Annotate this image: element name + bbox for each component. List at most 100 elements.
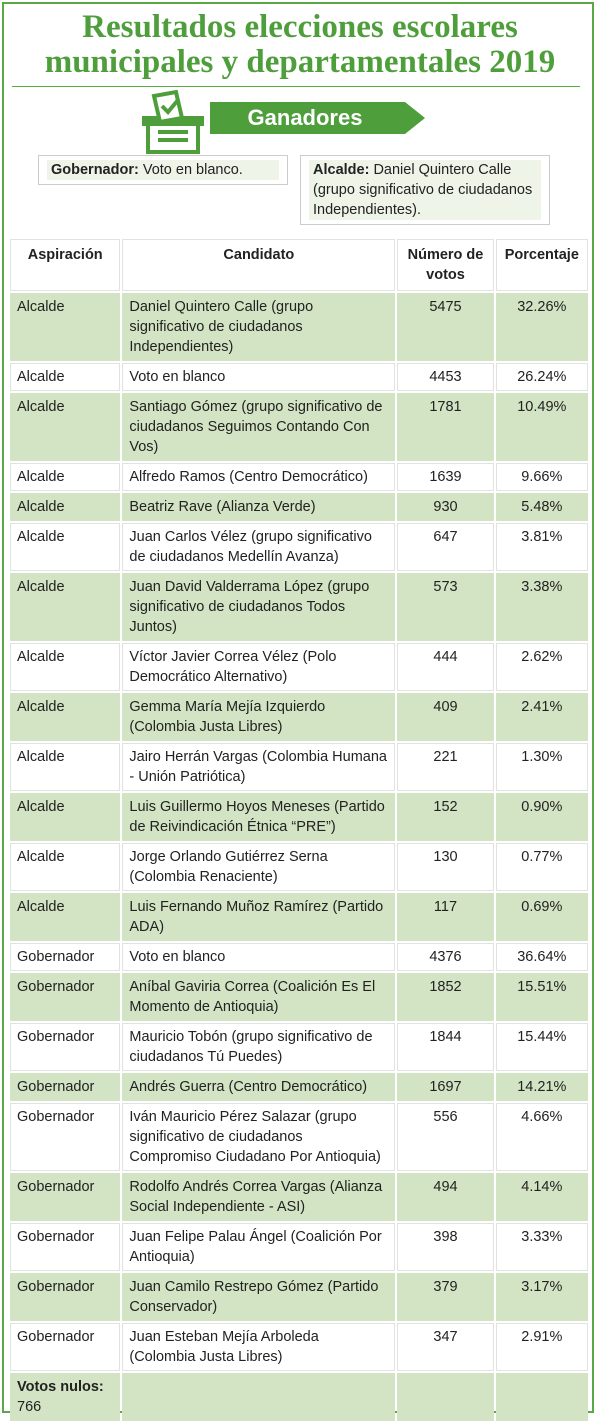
candidate: Juan Carlos Vélez (grupo significativo d… (122, 523, 396, 571)
aspiration: Alcalde (10, 573, 121, 641)
winner-text: Alcalde: Daniel Quintero Calle (grupo si… (309, 160, 541, 220)
aspiration: Gobernador (10, 1073, 121, 1101)
candidate: Juan David Valderrama López (grupo signi… (122, 573, 396, 641)
candidate: Luis Fernando Muñoz Ramírez (Partido ADA… (122, 893, 396, 941)
candidate: Juan Camilo Restrepo Gómez (Partido Cons… (122, 1273, 396, 1321)
percentage: 0.90% (495, 793, 588, 841)
aspiration: Alcalde (10, 643, 121, 691)
aspiration: Alcalde (10, 693, 121, 741)
title-line: municipales y departamentales 2019 (44, 44, 556, 80)
rule (12, 86, 580, 87)
aspiration: Gobernador (10, 1023, 121, 1071)
candidate: Aníbal Gaviria Correa (Coalición Es El M… (122, 973, 396, 1021)
table-row: Gobernador Voto en blanco 4376 36.64% (10, 943, 588, 971)
votes: 444 (397, 643, 494, 691)
table-row: Alcalde Luis Fernando Muñoz Ramírez (Part… (10, 893, 588, 941)
aspiration: Gobernador (10, 1273, 121, 1321)
votes: 1844 (397, 1023, 494, 1071)
candidate: Alfredo Ramos (Centro Democrático) (122, 463, 396, 491)
percentage: 2.41% (495, 693, 588, 741)
banner (210, 102, 425, 134)
table-row: Alcalde Juan David Valderrama López (grup… (10, 573, 588, 641)
percentage: 15.51% (495, 973, 588, 1021)
votes: 409 (397, 693, 494, 741)
votes: 647 (397, 523, 494, 571)
candidate: Andrés Guerra (Centro Democrático) (122, 1073, 396, 1101)
candidate: Juan Felipe Palau Ángel (Coalición Por A… (122, 1223, 396, 1271)
aspiration: Gobernador (10, 1223, 121, 1271)
percentage: 4.14% (495, 1173, 588, 1221)
header-row: Aspiración Candidato Número de votos Porcen… (10, 239, 588, 291)
percentage: 3.38% (495, 573, 588, 641)
column-header: Aspiración (10, 239, 121, 291)
aspiration: Alcalde (10, 893, 121, 941)
percentage: 32.26% (495, 293, 588, 361)
aspiration: Gobernador (10, 943, 121, 971)
ballot-icon (142, 89, 204, 154)
percentage: 26.24% (495, 363, 588, 391)
table-row: Gobernador Rodolfo Andrés Correa Vargas (… (10, 1173, 588, 1221)
votes: 930 (397, 493, 494, 521)
votes: 347 (397, 1323, 494, 1371)
table-row: Alcalde Juan Carlos Vélez (grupo signific… (10, 523, 588, 571)
percentage: 5.48% (495, 493, 588, 521)
votes: 4453 (397, 363, 494, 391)
table-row: Alcalde Gemma María Mejía Izquierdo (Colo… (10, 693, 588, 741)
table-row: Gobernador Juan Esteban Mejía Arboleda (C… (10, 1323, 588, 1371)
table-row: Gobernador Mauricio Tobón (grupo signific… (10, 1023, 588, 1071)
table-row: Alcalde Jairo Herrán Vargas (Colombia Hum… (10, 743, 588, 791)
percentage: 9.66% (495, 463, 588, 491)
votes: 1781 (397, 393, 494, 461)
winner-text: Gobernador: Voto en blanco. (47, 160, 279, 180)
table-row: Gobernador Juan Felipe Palau Ángel (Coali… (10, 1223, 588, 1271)
winner-value: Daniel Quintero Calle (grupo significati… (313, 162, 533, 218)
aspiration: Alcalde (10, 523, 121, 571)
votes: 1697 (397, 1073, 494, 1101)
votes: 5475 (397, 293, 494, 361)
table-row: Gobernador Andrés Guerra (Centro Democrát… (10, 1073, 588, 1101)
candidate: Voto en blanco (122, 943, 396, 971)
votes: 556 (397, 1103, 494, 1171)
winner-label: Alcalde: (313, 162, 370, 178)
table-row: Gobernador Juan Camilo Restrepo Gómez (Pa… (10, 1273, 588, 1321)
table-row: Alcalde Víctor Javier Correa Vélez (Polo … (10, 643, 588, 691)
votes: 494 (397, 1173, 494, 1221)
candidate: Luis Guillermo Hoyos Meneses (Partido de… (122, 793, 396, 841)
aspiration: Alcalde (10, 843, 121, 891)
candidate: Juan Esteban Mejía Arboleda (Colombia Ju… (122, 1323, 396, 1371)
candidate: Jairo Herrán Vargas (Colombia Humana - U… (122, 743, 396, 791)
table-row: Alcalde Jorge Orlando Gutiérrez Serna (Co… (10, 843, 588, 891)
aspiration: Alcalde (10, 793, 121, 841)
percentage: 0.69% (495, 893, 588, 941)
votes: 4376 (397, 943, 494, 971)
percentage: 0.77% (495, 843, 588, 891)
table-row: Gobernador Iván Mauricio Pérez Salazar (g… (10, 1103, 588, 1171)
aspiration: Alcalde (10, 393, 121, 461)
percentage: 36.64% (495, 943, 588, 971)
percentage: 10.49% (495, 393, 588, 461)
table-row: Alcalde Santiago Gómez (grupo significati… (10, 393, 588, 461)
candidate: Iván Mauricio Pérez Salazar (grupo signi… (122, 1103, 396, 1171)
votes: 398 (397, 1223, 494, 1271)
winner-value: Voto en blanco. (142, 162, 243, 178)
banner-text: Ganadores (247, 105, 363, 130)
candidate: Mauricio Tobón (grupo significativo de c… (122, 1023, 396, 1071)
votes: 573 (397, 573, 494, 641)
aspiration: Gobernador (10, 1173, 121, 1221)
votes: 221 (397, 743, 494, 791)
aspiration: Gobernador (10, 973, 121, 1021)
votes: 152 (397, 793, 494, 841)
results-table: Aspiración Candidato Número de votos Porcen… (8, 237, 590, 1423)
table-row: Alcalde Luis Guillermo Hoyos Meneses (Par… (10, 793, 588, 841)
table-row: Alcalde Beatriz Rave (Alianza Verde) 930 5.… (10, 493, 588, 521)
candidate: Voto en blanco (122, 363, 396, 391)
percentage: 4.66% (495, 1103, 588, 1171)
percentage: 3.17% (495, 1273, 588, 1321)
table-row: Gobernador Aníbal Gaviria Correa (Coalici… (10, 973, 588, 1021)
percentage: 15.44% (495, 1023, 588, 1071)
candidate: Víctor Javier Correa Vélez (Polo Democrá… (122, 643, 396, 691)
aspiration: Alcalde (10, 493, 121, 521)
candidate: Jorge Orlando Gutiérrez Serna (Colombia … (122, 843, 396, 891)
empty-cell (397, 1373, 494, 1421)
